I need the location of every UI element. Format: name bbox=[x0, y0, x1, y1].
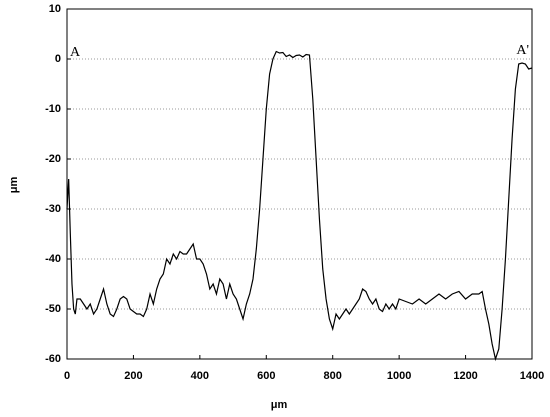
y-axis-label: μm bbox=[8, 177, 20, 194]
x-tick-label: 1000 bbox=[387, 370, 411, 382]
x-tick-label: 0 bbox=[64, 370, 70, 382]
plot-frame bbox=[66, 8, 533, 360]
x-tick-label: 200 bbox=[124, 370, 142, 382]
y-tick-label: -60 bbox=[45, 353, 61, 365]
y-tick-label: 10 bbox=[49, 3, 61, 15]
x-tick-label: 1200 bbox=[453, 370, 477, 382]
y-tick-label: -50 bbox=[45, 303, 61, 315]
annotation: A' bbox=[516, 43, 529, 58]
x-axis-label: μm bbox=[271, 399, 288, 411]
y-tick-label: -40 bbox=[45, 253, 61, 265]
x-tick-label: 600 bbox=[257, 370, 275, 382]
x-tick-label: 1400 bbox=[520, 370, 544, 382]
y-tick-label: -30 bbox=[45, 203, 61, 215]
y-tick-label: -20 bbox=[45, 153, 61, 165]
y-tick-label: 0 bbox=[55, 53, 61, 65]
annotation: A bbox=[70, 45, 81, 60]
profile-line bbox=[66, 50, 533, 362]
x-tick-label: 400 bbox=[191, 370, 209, 382]
x-tick-label: 800 bbox=[324, 370, 342, 382]
y-tick-label: -10 bbox=[45, 103, 61, 115]
